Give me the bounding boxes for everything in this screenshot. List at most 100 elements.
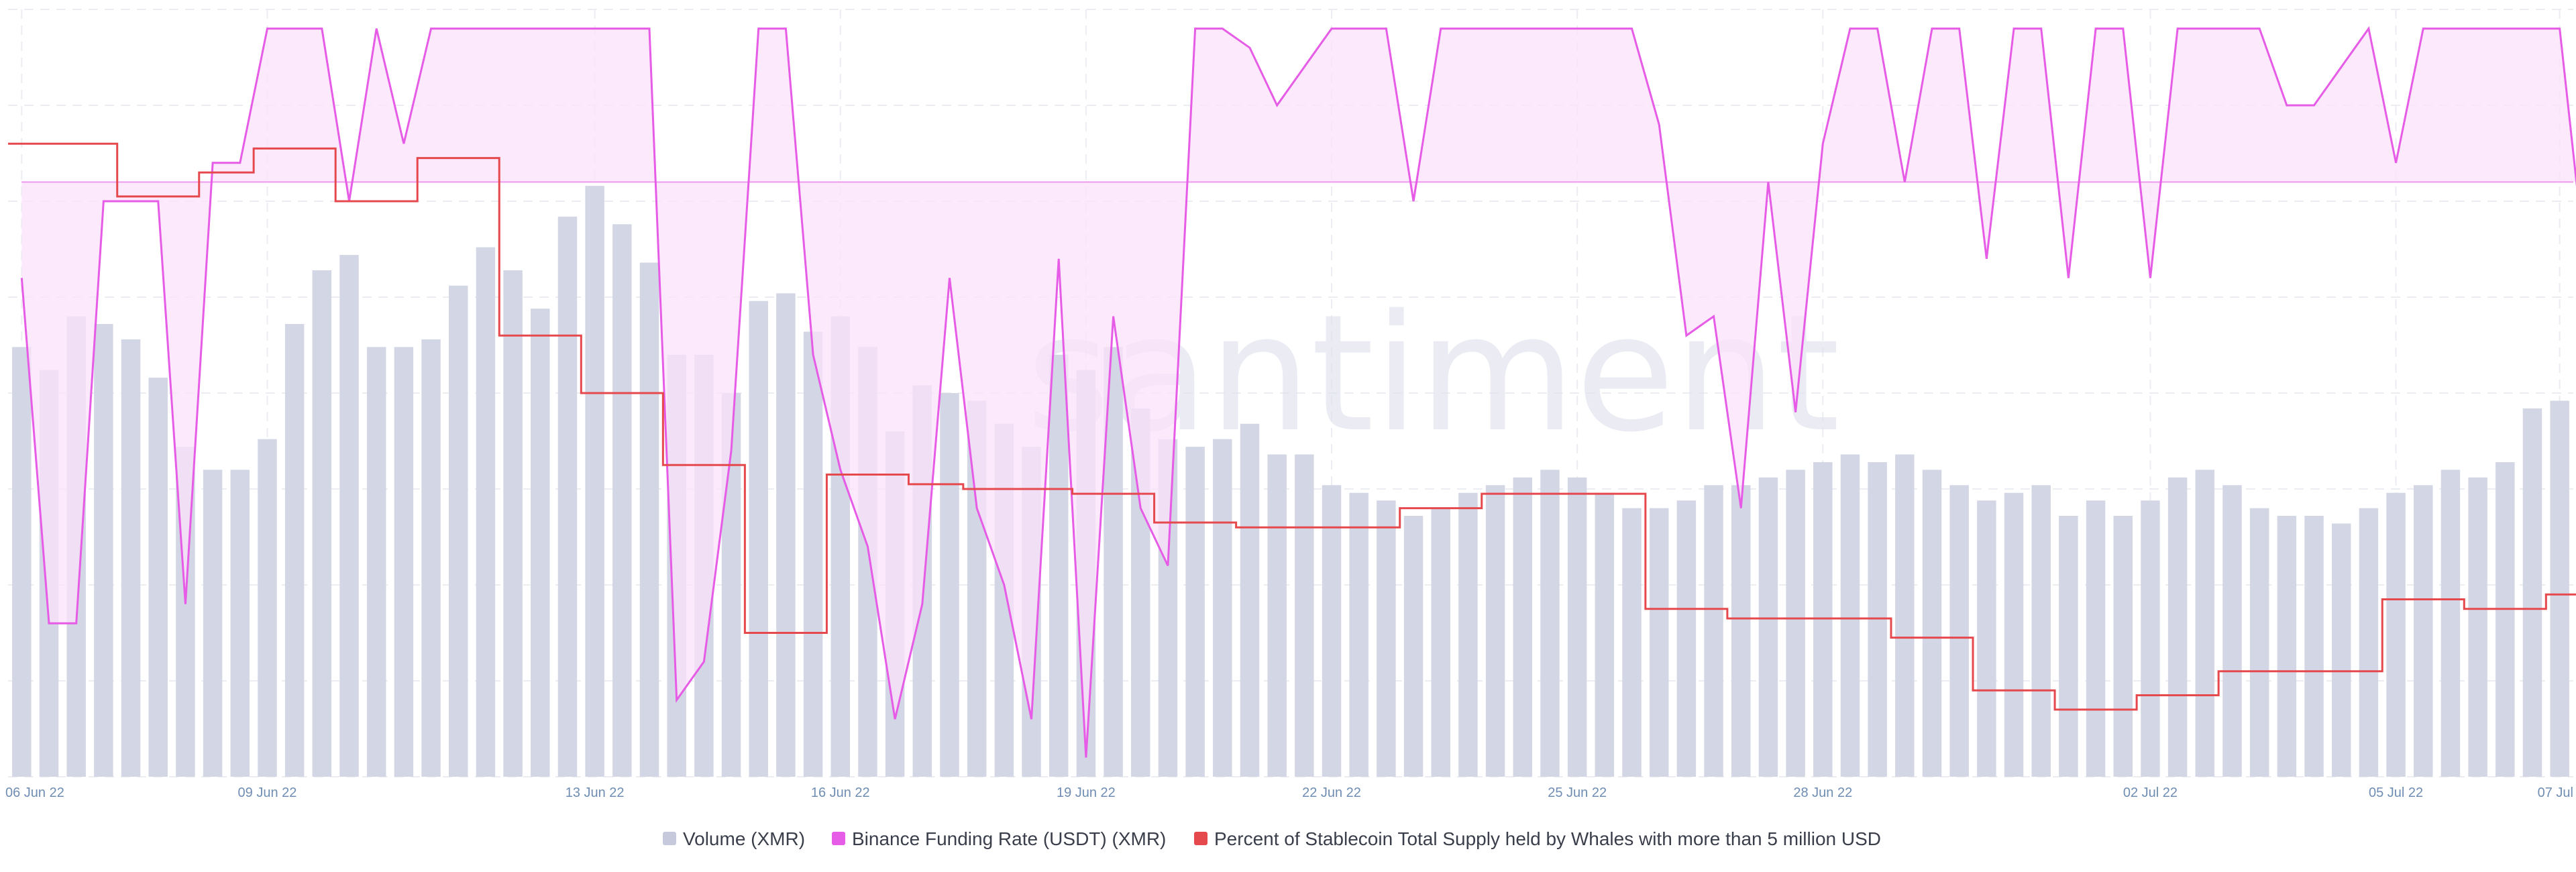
- x-tick-label: 25 Jun 22: [1548, 785, 1607, 800]
- volume-bar: [1213, 439, 1232, 777]
- volume-bar: [1185, 447, 1205, 777]
- x-tick-label: 05 Jul 22: [2369, 785, 2423, 800]
- x-tick-label: 09 Jun 22: [238, 785, 297, 800]
- volume-bar: [1403, 516, 1424, 777]
- volume-bar: [1758, 477, 1778, 777]
- volume-bar: [2249, 508, 2269, 777]
- funding-rate-fill: [21, 28, 2576, 758]
- volume-bar: [2167, 477, 2188, 777]
- volume-bar: [1322, 485, 1342, 777]
- volume-bar: [2359, 508, 2379, 777]
- volume-bar: [1458, 492, 1478, 777]
- volume-bar: [2440, 470, 2461, 777]
- volume-bar: [2550, 400, 2569, 777]
- volume-bar: [2222, 485, 2242, 777]
- legend-swatch: [1194, 832, 1208, 845]
- volume-bar: [121, 339, 141, 777]
- volume-bar: [1676, 500, 1697, 777]
- volume-bar: [2141, 500, 2160, 777]
- volume-bar: [476, 247, 496, 777]
- x-tick-label: 19 Jun 22: [1057, 785, 1116, 800]
- legend-item-label: Binance Funding Rate (USDT) (XMR): [852, 828, 1166, 849]
- volume-bar: [339, 255, 359, 777]
- volume-bar: [585, 186, 604, 777]
- volume-bar: [2059, 516, 2078, 777]
- volume-bar: [230, 470, 250, 777]
- volume-bar: [366, 347, 386, 777]
- volume-bar: [1485, 485, 1505, 777]
- volume-bar: [557, 216, 578, 777]
- x-tick-label: 22 Jun 22: [1302, 785, 1361, 800]
- legend-swatch: [663, 832, 676, 845]
- volume-bar: [503, 270, 523, 777]
- volume-bar: [1922, 470, 1942, 777]
- volume-bars: [12, 186, 2569, 777]
- volume-bar: [1295, 454, 1314, 777]
- volume-bar: [776, 293, 796, 777]
- volume-bar: [2031, 485, 2051, 777]
- volume-bar: [1049, 354, 1069, 777]
- volume-bar: [1704, 485, 1723, 777]
- volume-bar: [1240, 423, 1260, 777]
- volume-bar: [2522, 408, 2542, 777]
- volume-bar: [12, 347, 32, 777]
- volume-bar: [1622, 508, 1642, 777]
- volume-bar: [2496, 461, 2515, 777]
- volume-bar: [148, 378, 168, 777]
- volume-bar: [312, 270, 332, 777]
- volume-bar: [1377, 500, 1396, 777]
- volume-bar: [940, 393, 959, 777]
- legend-swatch: [832, 832, 845, 845]
- volume-bar: [2195, 470, 2215, 777]
- volume-bar: [94, 324, 113, 777]
- funding-rate-area: [20, 25, 2576, 758]
- x-tick-label: 06 Jun 22: [5, 785, 64, 800]
- whale-supply-line-path: [8, 142, 2576, 711]
- volume-bar: [1349, 492, 1368, 777]
- x-tick-label: 13 Jun 22: [566, 785, 625, 800]
- whale-supply-line: [8, 142, 2576, 711]
- funding-rate-line: [20, 25, 2576, 758]
- volume-bar: [1786, 470, 1805, 777]
- x-tick-label: 28 Jun 22: [1793, 785, 1852, 800]
- volume-bar: [1540, 470, 1560, 777]
- volume-bar: [284, 324, 305, 777]
- volume-bar: [803, 331, 823, 777]
- volume-bar: [2414, 485, 2433, 777]
- volume-bar: [2304, 516, 2324, 777]
- volume-bar: [2331, 523, 2351, 777]
- volume-bar: [2468, 477, 2487, 777]
- volume-bar: [394, 347, 414, 777]
- x-tick-label: 07 Jul: [2538, 785, 2573, 800]
- volume-bar: [1895, 454, 1915, 777]
- volume-bar: [1567, 477, 1587, 777]
- volume-bar: [1267, 454, 1287, 777]
- volume-bar: [531, 309, 550, 777]
- volume-bar: [2086, 500, 2106, 777]
- volume-bar: [203, 470, 223, 777]
- x-axis-ticks: 06 Jun 22 09 Jun 22 13 Jun 22 16 Jun 22 19 J…: [5, 785, 2573, 800]
- volume-bar: [1731, 485, 1751, 777]
- x-tick-label: 16 Jun 22: [811, 785, 870, 800]
- volume-bar: [639, 262, 659, 777]
- volume-bar: [1431, 508, 1450, 777]
- volume-bar: [448, 285, 468, 777]
- volume-bar: [421, 339, 441, 777]
- volume-bar: [1949, 485, 1969, 777]
- legend[interactable]: Volume (XMR) Binance Funding Rate (USDT) …: [663, 828, 1881, 849]
- legend-item-label: Percent of Stablecoin Total Supply held …: [1214, 828, 1881, 849]
- volume-bar: [1840, 454, 1860, 777]
- volume-bar: [2113, 516, 2133, 777]
- volume-bar: [1649, 508, 1669, 777]
- legend-item-label: Volume (XMR): [683, 828, 805, 849]
- volume-bar: [2004, 492, 2024, 777]
- x-tick-label: 02 Jul 22: [2123, 785, 2178, 800]
- volume-bar: [612, 224, 632, 777]
- volume-bar: [2277, 516, 2297, 777]
- volume-bar: [258, 439, 277, 777]
- volume-bar: [1513, 477, 1533, 777]
- volume-bar: [1595, 492, 1615, 777]
- volume-bar: [2386, 492, 2406, 777]
